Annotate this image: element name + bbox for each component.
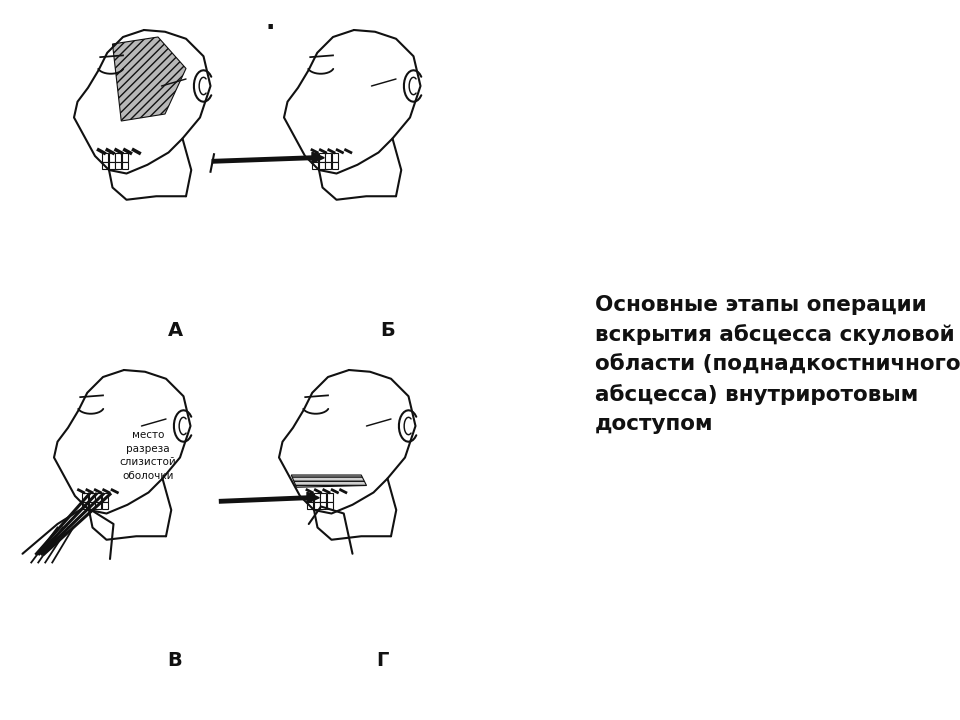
Bar xyxy=(82,502,88,509)
Bar xyxy=(82,492,88,502)
Bar xyxy=(307,492,313,502)
Polygon shape xyxy=(307,492,320,503)
Bar xyxy=(325,162,331,169)
Bar xyxy=(108,153,114,161)
Bar xyxy=(321,492,326,502)
Bar xyxy=(102,502,108,509)
Bar xyxy=(327,502,333,509)
Bar xyxy=(332,162,338,169)
Text: Б: Б xyxy=(380,320,396,340)
Bar xyxy=(327,492,333,502)
Bar xyxy=(115,153,121,161)
Bar xyxy=(321,502,326,509)
Bar xyxy=(314,492,320,502)
Polygon shape xyxy=(312,152,324,163)
Bar xyxy=(319,153,324,161)
Bar xyxy=(319,162,324,169)
Text: В: В xyxy=(168,650,182,670)
Bar xyxy=(325,153,331,161)
Bar xyxy=(332,153,338,161)
Bar xyxy=(102,492,108,502)
Bar xyxy=(312,153,318,161)
Bar xyxy=(102,153,108,161)
Bar xyxy=(95,492,101,502)
Text: место
разреза
слизистой
оболочки: место разреза слизистой оболочки xyxy=(120,430,177,481)
Bar xyxy=(88,492,94,502)
Bar xyxy=(122,153,128,161)
Bar xyxy=(115,162,121,169)
Bar xyxy=(122,162,128,169)
Text: А: А xyxy=(167,320,182,340)
Bar xyxy=(312,162,318,169)
Polygon shape xyxy=(291,475,367,487)
Bar xyxy=(95,502,101,509)
Text: Основные этапы операции
вскрытия абсцесса скуловой
области (поднадкостничного
аб: Основные этапы операции вскрытия абсцесс… xyxy=(595,295,960,433)
Text: .: . xyxy=(265,10,275,34)
Bar xyxy=(88,502,94,509)
Bar xyxy=(314,502,320,509)
Bar xyxy=(307,502,313,509)
Bar xyxy=(108,162,114,169)
Text: Г: Г xyxy=(375,650,388,670)
Polygon shape xyxy=(112,37,186,121)
Bar xyxy=(102,162,108,169)
